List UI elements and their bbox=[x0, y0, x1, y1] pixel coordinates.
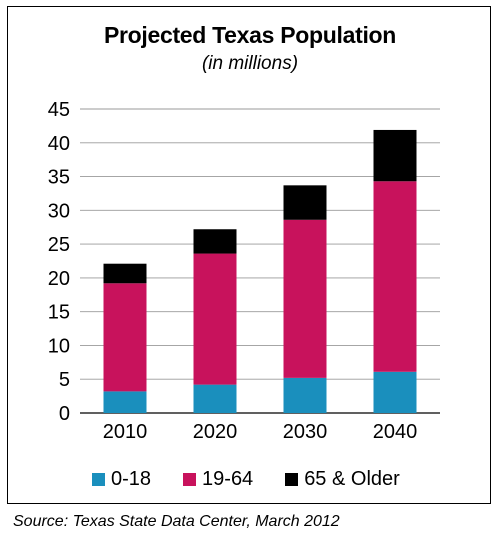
legend-label: 19-64 bbox=[202, 468, 254, 490]
y-axis-ticks: 0 5 10 15 20 25 30 35 40 45 bbox=[48, 99, 70, 425]
y-tick-label: 20 bbox=[48, 268, 70, 290]
chart-title: Projected Texas Population bbox=[103, 22, 397, 48]
bar-segment bbox=[103, 283, 147, 392]
legend-label: 65 & Older bbox=[304, 468, 400, 490]
legend-item: 19-64 bbox=[183, 468, 253, 491]
chart-subtitle: (in millions) bbox=[201, 53, 299, 74]
bar-segment bbox=[283, 185, 327, 220]
x-tick-label: 2020 bbox=[193, 421, 238, 443]
y-tick-label: 45 bbox=[48, 99, 70, 121]
legend-item: 65 & Older bbox=[285, 468, 400, 491]
y-tick-label: 40 bbox=[48, 133, 70, 155]
bar-segment bbox=[373, 371, 417, 413]
legend-swatch bbox=[183, 473, 197, 486]
legend-swatch bbox=[285, 473, 299, 486]
bar-segment bbox=[103, 263, 147, 284]
x-tick-label: 2030 bbox=[283, 421, 328, 443]
x-axis-ticks: 2010 2020 2030 2040 bbox=[103, 421, 418, 443]
legend: 0-18 19-64 65 & Older bbox=[92, 468, 432, 491]
bars bbox=[103, 129, 417, 413]
bar-segment bbox=[373, 129, 417, 182]
legend-label: 0-18 bbox=[111, 468, 152, 490]
y-tick-label: 10 bbox=[48, 335, 70, 357]
bar-segment bbox=[283, 219, 327, 378]
y-tick-label: 35 bbox=[48, 167, 70, 189]
y-tick-label: 15 bbox=[48, 302, 70, 324]
x-tick-label: 2010 bbox=[103, 421, 148, 443]
y-tick-label: 0 bbox=[59, 403, 70, 425]
y-tick-label: 25 bbox=[48, 234, 70, 256]
legend-item: 0-18 bbox=[92, 468, 151, 491]
bar-segment bbox=[283, 377, 327, 413]
bar-segment bbox=[193, 229, 237, 254]
bar-segment bbox=[103, 391, 147, 413]
legend-swatch bbox=[92, 473, 105, 486]
source-note: Source: Texas State Data Center, March 2… bbox=[13, 513, 340, 530]
x-tick-label: 2040 bbox=[373, 421, 418, 443]
y-tick-label: 5 bbox=[59, 369, 70, 391]
bar-segment bbox=[373, 181, 417, 372]
chart-frame bbox=[7, 6, 491, 504]
bar-segment bbox=[193, 253, 237, 385]
y-tick-label: 30 bbox=[48, 200, 70, 222]
bar-segment bbox=[193, 384, 237, 413]
